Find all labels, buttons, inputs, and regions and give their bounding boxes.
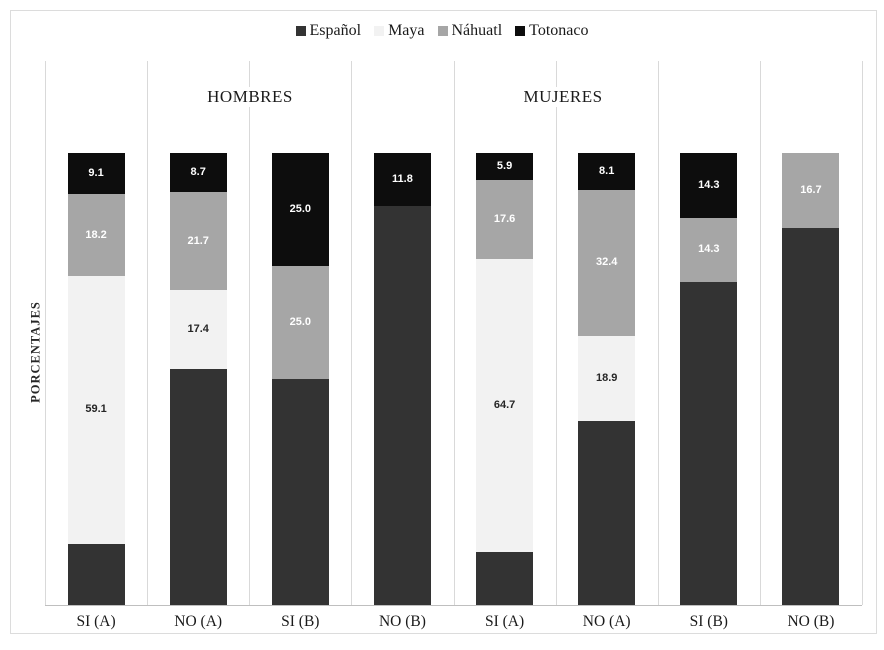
x-tick-label: SI (B)	[689, 613, 728, 630]
x-axis-line	[45, 605, 862, 606]
bar-segment-espanol	[373, 206, 431, 605]
segment-value-label: 32.4	[595, 256, 618, 269]
gridline	[657, 61, 659, 605]
legend-swatch-totonaco	[515, 26, 526, 36]
bar-segment-espanol	[680, 282, 738, 605]
segment-value-label: 14.3	[698, 243, 720, 256]
bar-segment-totonaco: 25.0	[271, 153, 329, 266]
segment-value-label: 14.3	[698, 178, 720, 191]
segment-value-label: 9.1	[88, 167, 104, 180]
x-tick-label: SI (A)	[484, 613, 525, 630]
legend-item-maya: Maya	[374, 22, 425, 40]
x-tick-label: SI (B)	[281, 613, 320, 630]
segment-value-label: 5.9	[496, 159, 513, 172]
bar-segment-espanol	[782, 228, 840, 605]
bar-segment-espanol	[169, 369, 227, 605]
bar-segment-maya: 59.1	[67, 276, 125, 544]
bar-segment-nahuatl: 14.3	[680, 217, 738, 283]
bar-segment-nahuatl: 17.6	[476, 179, 534, 260]
legend-item-espanol: Español	[295, 22, 362, 40]
chart-border	[10, 10, 877, 634]
legend: Español Maya Náhuatl Totonaco	[0, 22, 884, 40]
gridline	[351, 61, 353, 605]
legend-item-totonaco: Totonaco	[515, 22, 588, 40]
segment-value-label: 16.7	[800, 184, 822, 197]
gridline	[453, 61, 455, 605]
stacked-bar-mujeres-no-(b): 16.7	[782, 153, 840, 605]
bar-segment-nahuatl: 25.0	[271, 266, 329, 379]
gridline	[249, 61, 251, 605]
group-label-hombres: HOMBRES	[201, 87, 299, 107]
x-tick-label: NO (A)	[582, 613, 631, 630]
legend-swatch-nahuatl	[437, 26, 448, 36]
bar-segment-nahuatl: 18.2	[67, 194, 125, 277]
legend-label: Náhuatl	[451, 22, 503, 39]
gridline	[555, 61, 557, 605]
bar-segment-totonaco: 9.1	[67, 153, 125, 195]
bar-segment-nahuatl: 32.4	[578, 189, 636, 337]
segment-value-label: 25.0	[289, 203, 312, 215]
legend-swatch-espanol	[295, 26, 306, 36]
segment-value-label: 8.1	[599, 164, 615, 177]
bar-segment-totonaco: 14.3	[680, 153, 738, 218]
bar-segment-nahuatl: 21.7	[169, 192, 227, 291]
bar-segment-espanol	[271, 379, 329, 605]
bar-segment-maya: 18.9	[578, 336, 636, 422]
gridline	[862, 61, 863, 605]
legend-label: Totonaco	[529, 22, 589, 39]
segment-value-label: 18.9	[595, 372, 618, 385]
gridline	[147, 61, 149, 605]
segment-value-label: 64.7	[493, 398, 516, 411]
legend-item-nahuatl: Náhuatl	[437, 22, 503, 40]
legend-label: Maya	[388, 22, 425, 39]
gridline	[45, 61, 46, 605]
segment-value-label: 21.7	[187, 234, 209, 247]
bar-segment-maya: 64.7	[476, 259, 534, 552]
stacked-bar-hombres-no-(b): 11.8	[373, 153, 431, 605]
segment-value-label: 8.7	[190, 166, 206, 179]
segment-value-label: 11.8	[392, 173, 413, 186]
segment-value-label: 17.4	[187, 323, 209, 336]
stacked-bar-hombres-si-(b): 25.0 25.0	[271, 153, 329, 605]
bar-segment-totonaco: 8.1	[578, 153, 636, 190]
stacked-bar-hombres-si-(a): 9.1 18.2 59.1	[67, 153, 125, 605]
stacked-bar-mujeres-no-(a): 8.1 32.4 18.9	[578, 153, 636, 605]
stacked-bar-mujeres-si-(b): 14.3 14.3	[680, 153, 738, 605]
segment-value-label: 18.2	[85, 228, 107, 241]
group-label-mujeres: MUJERES	[517, 87, 609, 107]
x-tick-label: SI (A)	[76, 613, 116, 630]
segment-value-label: 25.0	[289, 316, 312, 328]
segment-value-label: 59.1	[85, 403, 107, 416]
legend-swatch-maya	[374, 26, 385, 36]
bar-segment-totonaco: 11.8	[373, 153, 431, 207]
stacked-bar-mujeres-si-(a): 5.9 17.6 64.7	[476, 153, 534, 605]
bar-segment-espanol	[578, 421, 636, 605]
bar-segment-totonaco: 5.9	[476, 153, 534, 180]
gridline	[759, 61, 761, 605]
bar-segment-totonaco: 8.7	[169, 153, 227, 193]
bar-segment-espanol	[476, 551, 534, 605]
legend-label: Español	[309, 22, 362, 39]
y-axis-label: PORCENTAJES	[28, 301, 43, 403]
x-tick-label: NO (B)	[787, 613, 835, 630]
bar-segment-espanol	[67, 543, 125, 605]
bar-segment-maya: 17.4	[169, 290, 227, 370]
segment-value-label: 17.6	[493, 212, 516, 225]
bar-segment-nahuatl: 16.7	[782, 153, 840, 229]
x-tick-label: NO (B)	[378, 613, 426, 630]
stacked-bar-hombres-no-(a): 8.7 21.7 17.4	[169, 153, 227, 605]
x-tick-label: NO (A)	[174, 613, 223, 630]
